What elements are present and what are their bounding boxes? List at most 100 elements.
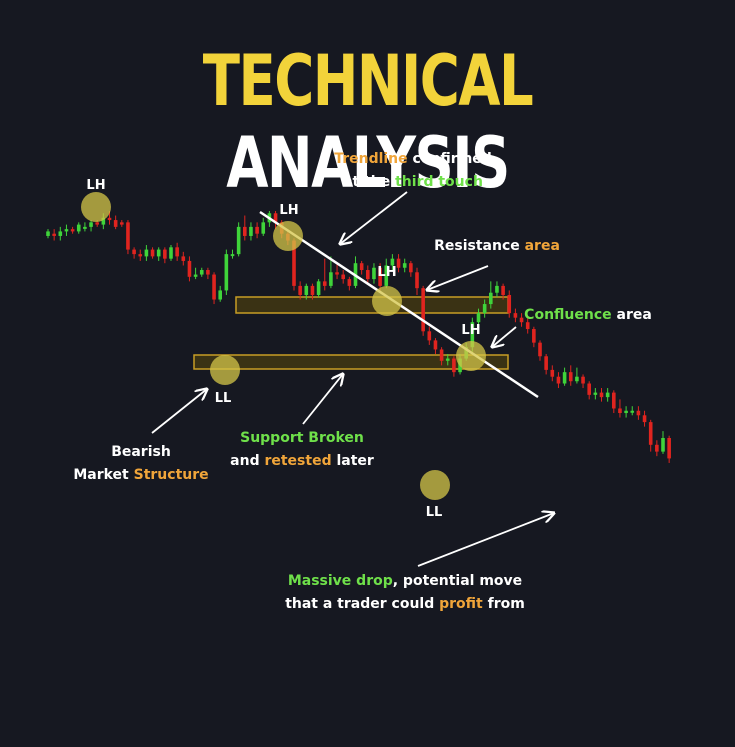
note-segment: profit bbox=[439, 596, 483, 612]
note-segment: area bbox=[525, 238, 560, 254]
candle bbox=[525, 317, 530, 334]
candle bbox=[421, 285, 425, 336]
candle-body bbox=[224, 254, 229, 291]
candle bbox=[378, 263, 382, 291]
candle bbox=[261, 217, 266, 236]
candle-body bbox=[378, 267, 382, 286]
arrow-trendline bbox=[340, 191, 408, 244]
marker-ll-1 bbox=[210, 355, 240, 385]
candle-body bbox=[402, 263, 407, 268]
candle-body bbox=[107, 217, 112, 221]
candle-body bbox=[138, 254, 143, 257]
candle-body bbox=[64, 229, 69, 232]
candle-body bbox=[230, 254, 235, 257]
candle bbox=[507, 290, 512, 318]
candle bbox=[52, 229, 56, 241]
candle-body bbox=[175, 247, 179, 257]
candle-body bbox=[593, 392, 598, 395]
note-segment: Structure bbox=[134, 467, 209, 483]
candle bbox=[556, 372, 561, 389]
candle-body bbox=[544, 356, 548, 370]
candle-body bbox=[218, 290, 222, 300]
candle-body bbox=[316, 281, 321, 295]
candle-body bbox=[58, 231, 63, 236]
candle-body bbox=[587, 383, 591, 395]
candle bbox=[70, 226, 75, 234]
marker-label-ll-2: LL bbox=[426, 505, 443, 520]
candle-body bbox=[575, 376, 579, 382]
candle-body bbox=[421, 288, 425, 332]
candle-body bbox=[599, 392, 604, 398]
note-resistance: Resistance area bbox=[434, 238, 560, 254]
candle bbox=[273, 210, 278, 230]
candle-body bbox=[76, 224, 81, 232]
note-segment: Massive drop bbox=[288, 573, 393, 589]
arrow-bearish bbox=[151, 389, 207, 434]
candle-body bbox=[642, 415, 647, 423]
candle bbox=[661, 431, 665, 454]
candle-body bbox=[433, 340, 438, 350]
candle-body bbox=[212, 274, 216, 300]
candle-body bbox=[507, 294, 512, 314]
candle bbox=[532, 326, 536, 348]
candle-body bbox=[120, 222, 124, 225]
candle-body bbox=[605, 392, 610, 398]
candle-body bbox=[150, 249, 155, 257]
candle-body bbox=[470, 322, 475, 348]
note-segment: at the bbox=[343, 174, 395, 190]
candle-body bbox=[667, 437, 671, 459]
note-segment: confirmed bbox=[408, 151, 492, 167]
candle-body bbox=[618, 408, 622, 414]
candle bbox=[243, 215, 247, 241]
note-bearish: Bearish Market Structure bbox=[73, 444, 208, 483]
candle bbox=[212, 272, 216, 305]
candle bbox=[544, 354, 548, 375]
note-segment: area bbox=[612, 307, 652, 323]
support-zone bbox=[193, 354, 509, 370]
candle bbox=[113, 215, 118, 230]
candle-body bbox=[630, 410, 635, 413]
marker-label-lh-3: LH bbox=[377, 265, 396, 280]
candle-body bbox=[482, 304, 487, 314]
candle-body bbox=[255, 226, 259, 234]
candle-body bbox=[568, 372, 573, 382]
candle bbox=[249, 222, 253, 241]
candle bbox=[230, 249, 235, 259]
candle-body bbox=[359, 263, 364, 271]
candle bbox=[83, 222, 87, 232]
candle-body bbox=[347, 279, 352, 286]
candle bbox=[550, 365, 555, 382]
arrow-drop bbox=[417, 513, 554, 567]
candle bbox=[409, 260, 413, 277]
candle bbox=[636, 406, 641, 420]
candle bbox=[655, 440, 659, 457]
candle-body bbox=[298, 285, 302, 295]
candle-body bbox=[322, 281, 327, 286]
candle-body bbox=[562, 372, 567, 384]
note-segment: from bbox=[483, 596, 525, 612]
candle bbox=[347, 276, 352, 291]
note-confluence: Confluence area bbox=[524, 307, 652, 323]
candle-body bbox=[384, 265, 389, 286]
note-segment: Bearish bbox=[111, 444, 171, 460]
candle bbox=[206, 267, 210, 280]
candle-body bbox=[163, 249, 167, 259]
candle-body bbox=[335, 272, 339, 275]
marker-label-lh-1: LH bbox=[86, 178, 105, 193]
candle-body bbox=[409, 263, 413, 273]
candle-body bbox=[101, 217, 106, 225]
candle bbox=[605, 388, 610, 402]
note-segment: that a trader could bbox=[285, 596, 439, 612]
candle-body bbox=[187, 260, 192, 277]
candle-body bbox=[366, 270, 370, 280]
candle bbox=[445, 354, 450, 366]
candle-body bbox=[519, 317, 524, 323]
candle-body bbox=[476, 313, 481, 323]
candle bbox=[359, 260, 364, 275]
candle bbox=[341, 270, 345, 284]
candle bbox=[187, 256, 192, 282]
candle-body bbox=[249, 226, 253, 236]
candle-body bbox=[390, 258, 395, 266]
marker-lh-2 bbox=[273, 221, 303, 251]
note-segment: and bbox=[230, 453, 264, 469]
